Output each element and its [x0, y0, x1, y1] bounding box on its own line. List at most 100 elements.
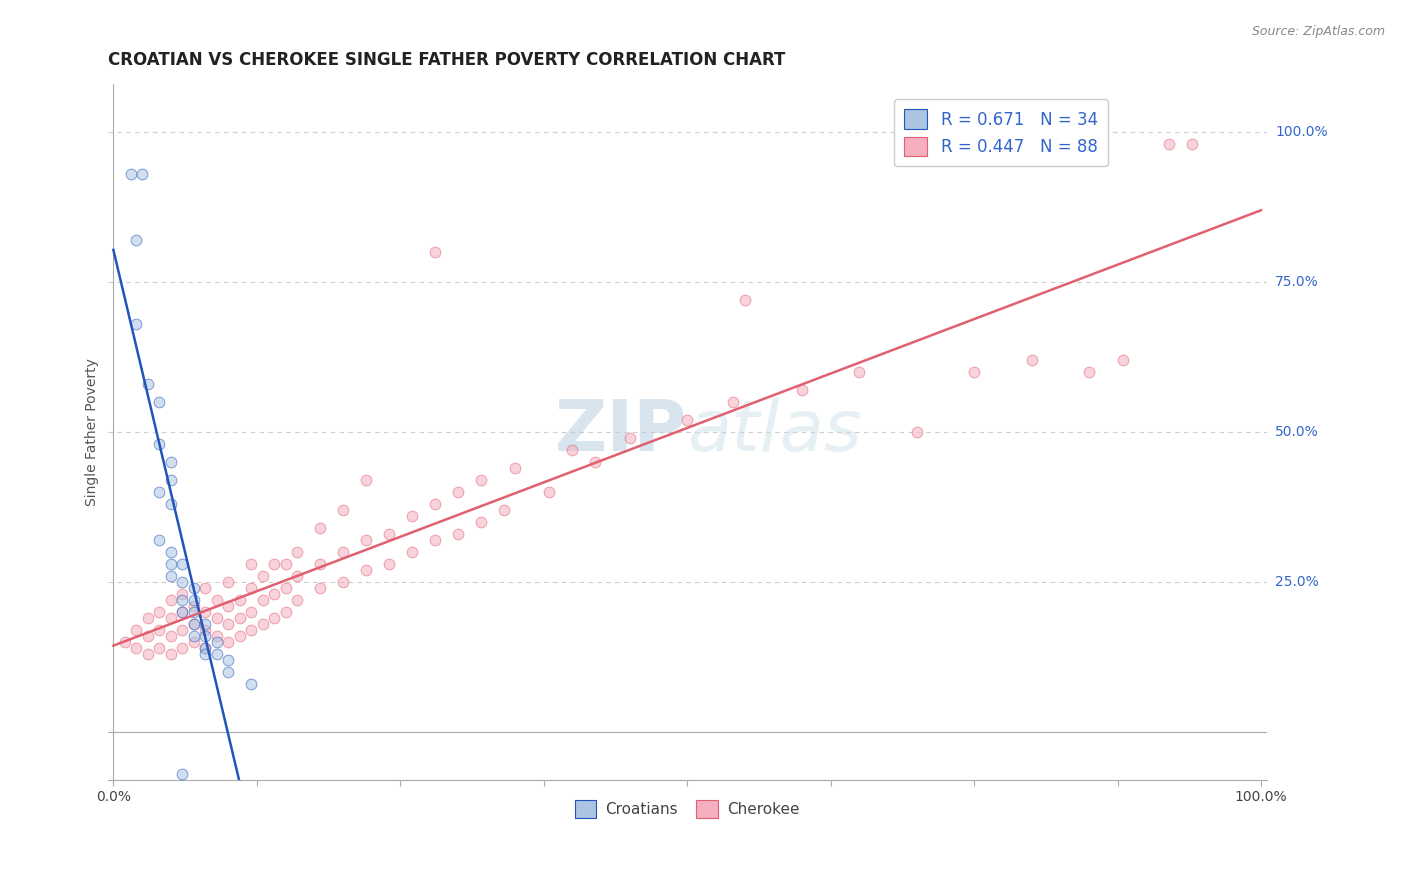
- Point: [274, 557, 297, 571]
- Point: [538, 484, 561, 499]
- Text: 25.0%: 25.0%: [1275, 574, 1319, 589]
- Point: [1159, 137, 1181, 152]
- Point: [205, 629, 228, 643]
- Point: [447, 526, 470, 541]
- Point: [194, 640, 217, 655]
- Point: [159, 557, 181, 571]
- Legend: Croatians, Cherokee: Croatians, Cherokee: [569, 794, 806, 824]
- Point: [194, 629, 217, 643]
- Point: [217, 653, 239, 667]
- Point: [125, 640, 148, 655]
- Point: [354, 563, 377, 577]
- Point: [148, 640, 170, 655]
- Text: 75.0%: 75.0%: [1275, 275, 1319, 289]
- Point: [136, 629, 159, 643]
- Point: [183, 634, 205, 648]
- Point: [159, 568, 181, 582]
- Point: [1021, 352, 1043, 367]
- Point: [423, 497, 446, 511]
- Point: [285, 545, 308, 559]
- Point: [159, 611, 181, 625]
- Point: [1077, 365, 1099, 379]
- Point: [228, 629, 250, 643]
- Point: [332, 545, 354, 559]
- Point: [148, 605, 170, 619]
- Point: [274, 605, 297, 619]
- Point: [263, 557, 285, 571]
- Point: [148, 484, 170, 499]
- Point: [309, 581, 332, 595]
- Point: [125, 233, 148, 247]
- Point: [205, 592, 228, 607]
- Point: [423, 245, 446, 260]
- Point: [183, 616, 205, 631]
- Point: [172, 640, 194, 655]
- Point: [125, 623, 148, 637]
- Point: [401, 545, 423, 559]
- Point: [228, 611, 250, 625]
- Point: [205, 647, 228, 661]
- Point: [217, 574, 239, 589]
- Point: [172, 587, 194, 601]
- Point: [401, 508, 423, 523]
- Point: [285, 568, 308, 582]
- Point: [447, 484, 470, 499]
- Point: [159, 592, 181, 607]
- Point: [148, 437, 170, 451]
- Point: [721, 395, 744, 409]
- Point: [172, 623, 194, 637]
- Point: [790, 383, 813, 397]
- Point: [240, 557, 263, 571]
- Point: [332, 574, 354, 589]
- Point: [848, 365, 870, 379]
- Point: [114, 634, 136, 648]
- Point: [676, 413, 699, 427]
- Text: Source: ZipAtlas.com: Source: ZipAtlas.com: [1251, 25, 1385, 38]
- Point: [172, 605, 194, 619]
- Point: [378, 557, 401, 571]
- Point: [183, 599, 205, 613]
- Point: [183, 616, 205, 631]
- Point: [252, 568, 274, 582]
- Point: [194, 623, 217, 637]
- Point: [148, 533, 170, 547]
- Point: [583, 455, 606, 469]
- Text: ZIP: ZIP: [555, 397, 688, 467]
- Point: [423, 533, 446, 547]
- Point: [354, 533, 377, 547]
- Point: [240, 605, 263, 619]
- Point: [470, 473, 492, 487]
- Point: [263, 587, 285, 601]
- Point: [194, 640, 217, 655]
- Point: [263, 611, 285, 625]
- Point: [205, 611, 228, 625]
- Y-axis label: Single Father Poverty: Single Father Poverty: [86, 358, 100, 506]
- Point: [172, 605, 194, 619]
- Point: [125, 317, 148, 331]
- Point: [217, 665, 239, 679]
- Point: [194, 581, 217, 595]
- Point: [492, 503, 515, 517]
- Point: [131, 167, 153, 181]
- Point: [183, 581, 205, 595]
- Point: [470, 515, 492, 529]
- Point: [1181, 137, 1204, 152]
- Point: [159, 629, 181, 643]
- Point: [172, 574, 194, 589]
- Point: [240, 581, 263, 595]
- Point: [205, 634, 228, 648]
- Point: [217, 599, 239, 613]
- Point: [183, 592, 205, 607]
- Point: [252, 592, 274, 607]
- Point: [561, 442, 583, 457]
- Point: [159, 497, 181, 511]
- Point: [148, 623, 170, 637]
- Point: [309, 521, 332, 535]
- Point: [120, 167, 142, 181]
- Point: [905, 425, 928, 439]
- Point: [159, 473, 181, 487]
- Point: [734, 293, 756, 307]
- Point: [159, 545, 181, 559]
- Point: [309, 557, 332, 571]
- Point: [194, 616, 217, 631]
